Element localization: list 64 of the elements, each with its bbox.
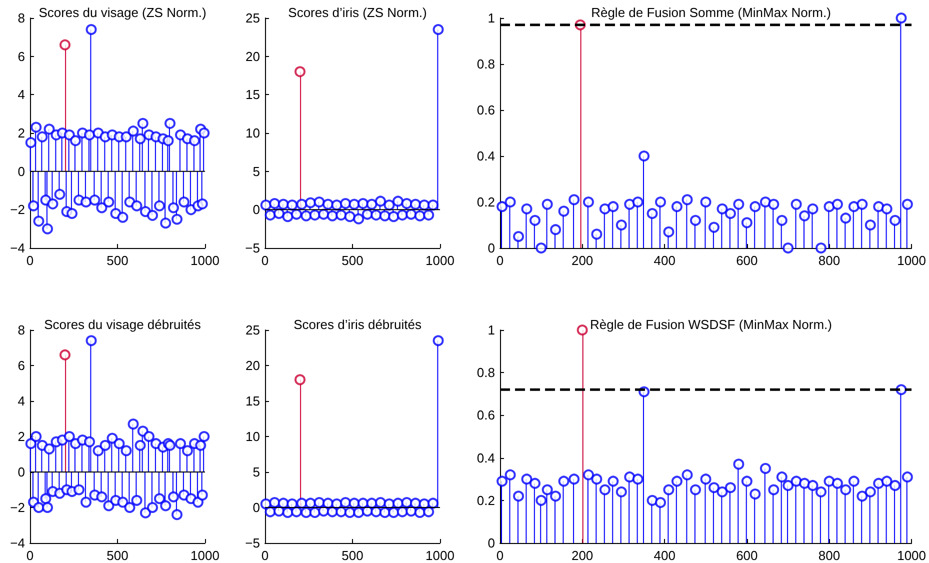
y-tick-label: 0.8 (476, 365, 495, 380)
y-tick-label: 0.4 (476, 148, 495, 164)
y-tick-label: 0.2 (476, 194, 495, 210)
y-tick-label: 20 (246, 48, 260, 64)
x-tick-label: 1000 (897, 548, 926, 563)
y-tick-label: −2 (10, 202, 25, 218)
y-tick-label: 25 (246, 322, 260, 338)
y-tick-label: 0 (252, 202, 260, 218)
y-tick-label: 0.2 (476, 492, 495, 508)
x-tick-label: 200 (571, 548, 594, 563)
y-tick-label: −5 (245, 240, 260, 256)
x-tick-label: 500 (106, 253, 128, 268)
x-tick-label: 500 (106, 548, 128, 563)
y-tick-label: 0 (18, 464, 25, 480)
y-tick-label: 0.6 (476, 102, 495, 118)
x-tick-label: 1000 (897, 253, 926, 268)
x-tick-label: 1000 (190, 253, 220, 268)
y-tick-label: 0 (252, 500, 260, 515)
y-tick-label: 25 (246, 10, 260, 26)
y-tick-label: 8 (18, 322, 25, 338)
y-tick-label: 2 (18, 429, 25, 444)
chart-title: Scores d’iris (ZS Norm.) (288, 5, 427, 20)
y-tick-label: −2 (10, 500, 25, 515)
y-tick-label: 20 (246, 358, 260, 373)
y-tick-label: 6 (18, 358, 25, 373)
chart-title: Scores d’iris débruités (294, 317, 422, 332)
x-tick-label: 500 (342, 253, 364, 268)
x-tick-label: 800 (818, 548, 840, 563)
y-tick-label: 1 (488, 10, 495, 26)
y-tick-label: 0 (488, 536, 495, 550)
x-tick-label: 600 (736, 253, 758, 268)
y-tick-label: 0 (488, 240, 495, 256)
x-tick-label: 500 (342, 548, 364, 563)
y-tick-label: 0.8 (476, 56, 495, 72)
chart-title: Scores du visage débruités (44, 317, 202, 332)
y-tick-label: 0.6 (476, 408, 495, 423)
y-tick-label: −5 (245, 536, 260, 550)
x-tick-label: 1000 (190, 548, 220, 563)
y-tick-label: 1 (488, 322, 495, 338)
y-tick-label: 10 (246, 429, 260, 444)
y-tick-label: 0.4 (476, 450, 495, 466)
y-tick-label: −4 (10, 240, 25, 256)
x-tick-label: 400 (654, 548, 676, 563)
y-tick-label: 8 (18, 10, 25, 26)
y-tick-label: 15 (246, 394, 260, 408)
y-tick-label: 5 (252, 464, 260, 480)
chart-title: Règle de Fusion WSDSF (MinMax Norm.) (590, 317, 832, 332)
y-tick-label: 4 (18, 87, 25, 102)
y-tick-label: 6 (18, 48, 25, 64)
y-tick-label: −4 (10, 536, 25, 550)
chart-title: Scores du visage (ZS Norm.) (38, 5, 206, 20)
y-tick-label: 15 (246, 87, 260, 102)
y-tick-label: 5 (252, 164, 260, 179)
y-tick-label: 0 (18, 164, 25, 179)
y-tick-label: 2 (18, 126, 25, 140)
y-tick-label: 4 (18, 394, 25, 408)
x-tick-label: 1000 (426, 548, 454, 563)
x-tick-label: 400 (654, 253, 676, 268)
x-tick-label: 1000 (426, 253, 454, 268)
chart-title: Règle de Fusion Somme (MinMax Norm.) (591, 5, 831, 20)
x-tick-label: 200 (571, 253, 594, 268)
y-tick-label: 10 (246, 126, 260, 140)
x-tick-label: 600 (736, 548, 758, 563)
x-tick-label: 800 (818, 253, 840, 268)
